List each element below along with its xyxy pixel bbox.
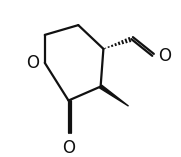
Text: O: O — [26, 54, 39, 72]
Text: O: O — [62, 139, 75, 157]
Polygon shape — [100, 85, 129, 106]
Text: O: O — [158, 47, 171, 65]
